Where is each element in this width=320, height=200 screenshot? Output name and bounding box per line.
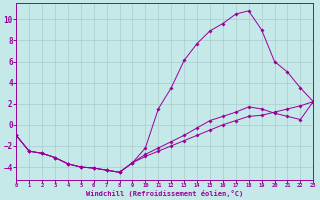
- X-axis label: Windchill (Refroidissement éolien,°C): Windchill (Refroidissement éolien,°C): [86, 190, 244, 197]
